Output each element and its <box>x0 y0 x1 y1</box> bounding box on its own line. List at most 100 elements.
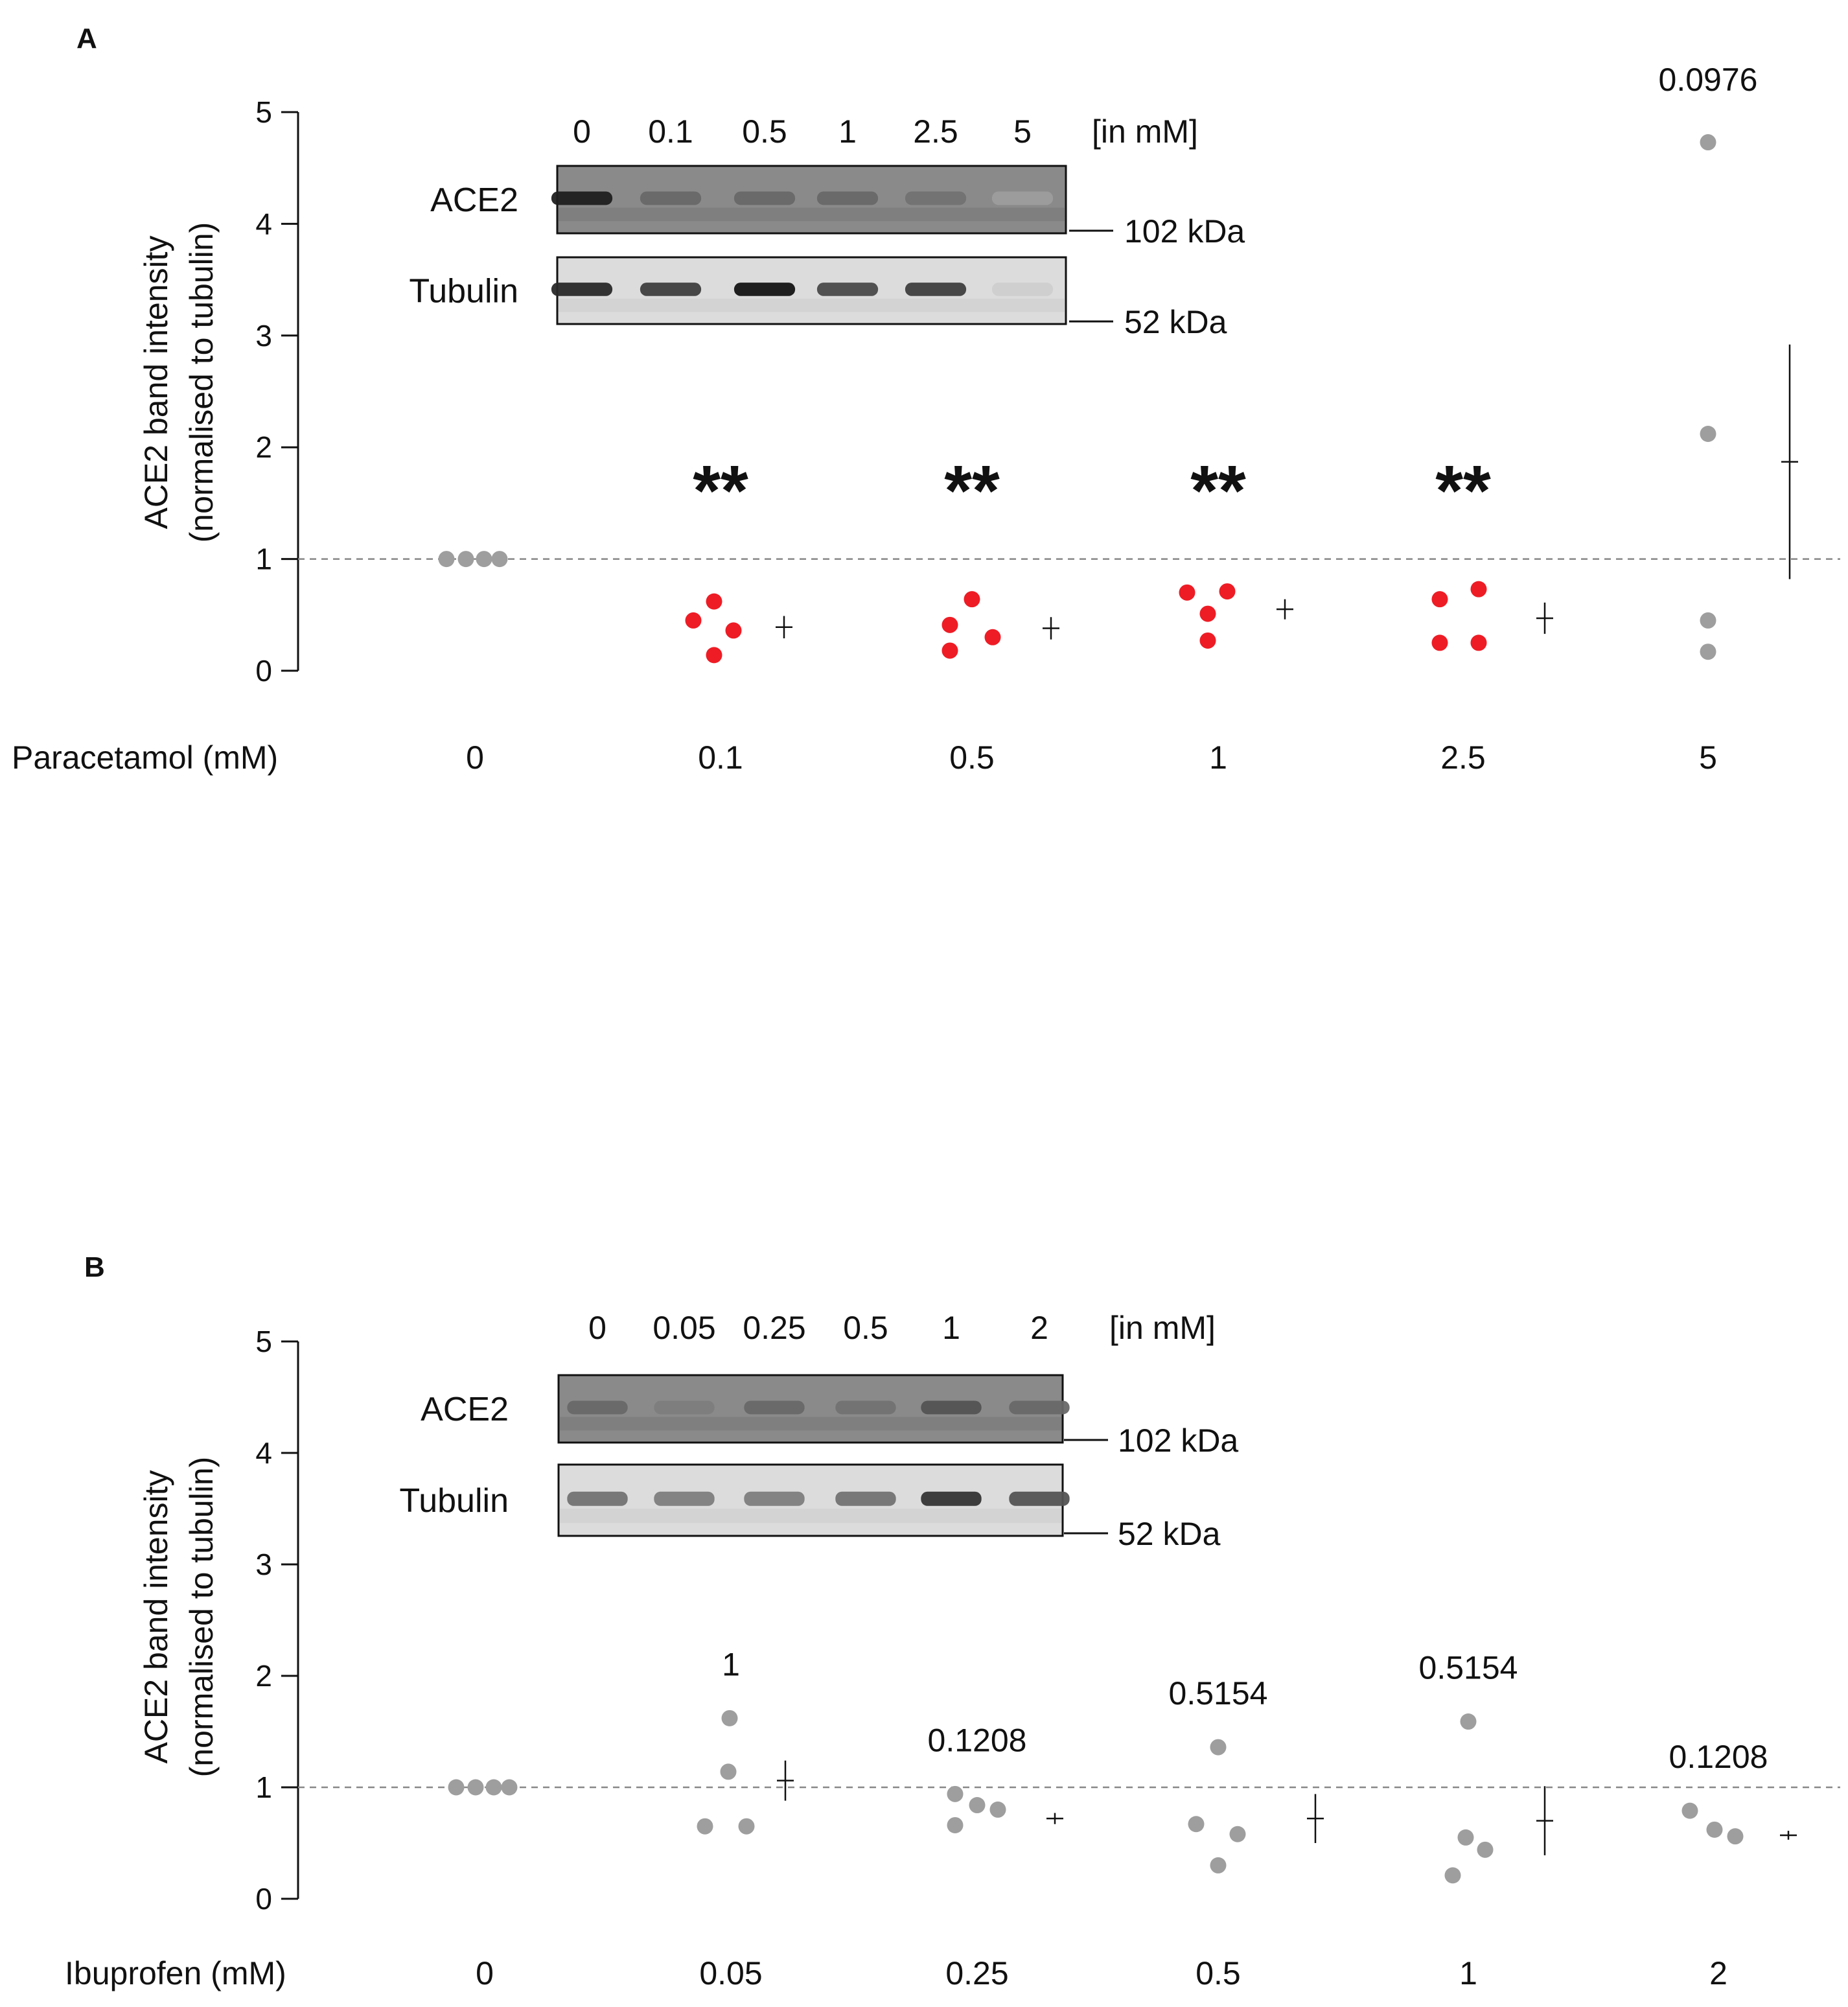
scatter-plot: 0 1 2 3 4 5 0 0.1 ** 0.5 ** 1 ** 2.5 ** 5 0.0976 <box>255 62 1840 776</box>
data-point <box>476 551 492 568</box>
blot-band <box>816 283 879 296</box>
blot-lane-label: 2 <box>1030 1310 1048 1346</box>
blot-band <box>551 191 613 205</box>
data-point <box>697 1818 713 1835</box>
blot-band <box>991 283 1054 296</box>
kda-marker-label: 52 kDa <box>1118 1516 1221 1552</box>
data-point <box>721 1710 738 1726</box>
p-value-label: 0.0976 <box>1659 62 1758 98</box>
y-tick-label: 2 <box>255 430 272 464</box>
blot-row-label: ACE2 <box>430 181 518 219</box>
blot-lane-label: 0 <box>573 113 591 150</box>
data-point <box>1470 581 1487 597</box>
kda-marker-label: 102 kDa <box>1124 213 1245 249</box>
blot-unit-label: [in mM] <box>1109 1310 1216 1346</box>
significance-stars: ** <box>693 451 748 531</box>
blot-band <box>654 1491 715 1506</box>
data-point <box>491 551 508 568</box>
y-axis-title-line1: ACE2 band intensity <box>138 1470 174 1763</box>
blot-band <box>835 1400 896 1415</box>
y-axis-title: ACE2 band intensity (normalised to tubul… <box>138 222 220 543</box>
kda-marker-label: 102 kDa <box>1118 1422 1238 1459</box>
data-point <box>941 642 958 659</box>
significance-stars: ** <box>944 451 1000 531</box>
data-point <box>448 1779 465 1796</box>
blot-band <box>551 283 613 296</box>
data-point <box>1700 426 1716 443</box>
blot-band <box>905 191 967 205</box>
blot-background-smear <box>559 207 1065 222</box>
blot-band <box>567 1491 628 1506</box>
data-point <box>685 612 702 629</box>
x-category-label: 2 <box>1709 1955 1727 1991</box>
data-point <box>1219 583 1236 600</box>
panel-a: A ACE2 band intensity (normalised to tub… <box>12 23 1840 776</box>
blot-lane-label: 0.5 <box>742 113 787 150</box>
data-point <box>1700 644 1716 660</box>
x-category-label: 0 <box>466 739 484 776</box>
data-point <box>738 1818 755 1835</box>
blot-band <box>640 191 702 205</box>
blot-lane-label: 0.25 <box>743 1310 805 1346</box>
p-value-label: 0.1208 <box>1669 1739 1768 1775</box>
x-category-label: 5 <box>1699 739 1717 776</box>
x-category-label: 1 <box>1459 1955 1477 1991</box>
blot-lane-label: 1 <box>838 113 857 150</box>
blot-band <box>1009 1491 1070 1506</box>
data-point <box>1210 1857 1227 1874</box>
data-point <box>1477 1841 1494 1858</box>
data-point <box>1179 584 1195 601</box>
blot-band <box>1009 1400 1070 1415</box>
blot-band <box>921 1491 982 1506</box>
x-category-label: 0.05 <box>699 1955 762 1991</box>
blot-band <box>991 191 1054 205</box>
data-point <box>969 1797 986 1814</box>
y-axis-title: ACE2 band intensity (normalised to tubul… <box>138 1457 220 1778</box>
blot-lane-label: 5 <box>1013 113 1032 150</box>
x-category-label: 0.1 <box>698 739 743 776</box>
blot-lane-label: 0.5 <box>843 1310 888 1346</box>
data-point <box>501 1779 518 1796</box>
panel-b: B ACE2 band intensity (normalised to tub… <box>65 1251 1840 1991</box>
y-tick-label: 0 <box>255 1882 272 1916</box>
data-point <box>706 593 722 610</box>
x-category-label: 0.5 <box>1195 1955 1241 1991</box>
blot-strip <box>557 1463 1064 1537</box>
scatter-plot: 0 1 2 3 4 5 0 0.05 1 0.25 0.1208 0.5 0.5154 1 0.5154 2 0… <box>255 1325 1840 1991</box>
x-category-label: 2.5 <box>1440 739 1486 776</box>
x-category-label: 1 <box>1209 739 1227 776</box>
significance-stars: ** <box>1435 451 1491 531</box>
blot-band <box>744 1400 805 1415</box>
blot-band <box>654 1400 715 1415</box>
y-tick-label: 1 <box>255 1770 272 1804</box>
data-point <box>1431 634 1448 651</box>
data-point <box>457 551 474 568</box>
blot-band <box>567 1400 628 1415</box>
blot-row-label: ACE2 <box>421 1391 509 1428</box>
blot-background-smear <box>560 1509 1061 1524</box>
y-tick-label: 0 <box>255 654 272 688</box>
y-tick-label: 2 <box>255 1659 272 1693</box>
data-point <box>1444 1867 1461 1884</box>
data-point <box>706 647 722 664</box>
kda-marker-label: 52 kDa <box>1124 304 1227 340</box>
y-axis-title-line2: (normalised to tubulin) <box>183 222 220 543</box>
blot-lane-label: 0.1 <box>648 113 693 150</box>
y-tick-label: 4 <box>255 207 272 240</box>
data-point <box>1706 1821 1723 1838</box>
western-blot-inset: 0 0.05 0.25 0.5 1 2 [in mM] ACE2 102 kDa Tubulin 5… <box>399 1310 1238 1552</box>
data-point <box>1700 612 1716 629</box>
western-blot-inset: 0 0.1 0.5 1 2.5 5 [in mM] ACE2 102 kDa Tubulin 52 … <box>409 113 1245 340</box>
data-point <box>941 616 958 633</box>
blot-band <box>816 191 879 205</box>
y-axis-title-line1: ACE2 band intensity <box>138 235 174 529</box>
data-point <box>984 629 1001 645</box>
blot-band <box>921 1400 982 1415</box>
x-axis-title: Ibuprofen (mM) <box>65 1955 286 1991</box>
blot-band <box>744 1491 805 1506</box>
blot-band <box>835 1491 896 1506</box>
blot-row-label: Tubulin <box>399 1482 509 1520</box>
data-point <box>725 622 742 639</box>
y-tick-label: 5 <box>255 1325 272 1358</box>
